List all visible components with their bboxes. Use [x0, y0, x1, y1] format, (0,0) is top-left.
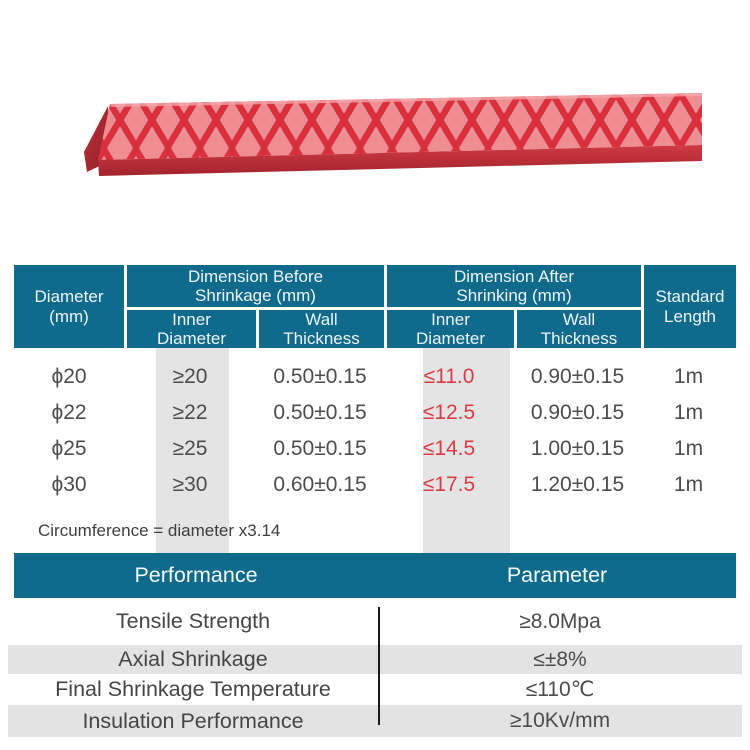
cell-diameter: ϕ20: [51, 365, 87, 388]
col-group-before-shrinkage: Dimension Before Shrinkage (mm): [127, 265, 384, 307]
performance-column-divider: [378, 607, 380, 725]
performance-column-header: Performance: [134, 563, 258, 587]
cell-before-inner: ≥25: [172, 437, 208, 460]
cell-length: 1m: [673, 473, 704, 496]
cell-diameter: ϕ22: [51, 401, 87, 424]
performance-label: Tensile Strength: [115, 609, 271, 633]
inner-diameter-after-column-stripe: [423, 348, 510, 553]
cell-after-wall: 1.20±0.15: [530, 473, 625, 496]
after-inner-label: Inner Diameter: [416, 309, 485, 348]
performance-label: Insulation Performance: [82, 708, 304, 733]
table-row: Axial Shrinkage ≤±8%: [8, 645, 742, 674]
spec-table-header: Diameter (mm) Dimension Before Shrinkage…: [14, 265, 736, 348]
table-row: ϕ25 ≥25 0.50±0.15 ≤14.5 1.00±0.15 1m: [14, 431, 736, 467]
cell-length: 1m: [673, 437, 704, 460]
cell-diameter: ϕ25: [51, 437, 87, 460]
parameter-value: ≤±8%: [533, 647, 587, 671]
col-header-before-wall-thickness: Wall Thickness: [259, 310, 384, 348]
cell-after-wall: 1.00±0.15: [530, 437, 625, 460]
circumference-note: Circumference = diameter x3.14: [38, 521, 281, 540]
cell-length: 1m: [673, 365, 704, 388]
table-row: Final Shrinkage Temperature ≤110℃: [8, 674, 742, 705]
inner-diameter-before-column-stripe: [156, 348, 229, 553]
cell-after-inner: ≤11.0: [423, 365, 475, 388]
col-header-after-inner-diameter: Inner Diameter: [387, 310, 514, 348]
performance-table-body: Tensile Strength ≥8.0Mpa Axial Shrinkage…: [8, 598, 742, 737]
before-inner-label: Inner Diameter: [157, 309, 226, 348]
col-header-diameter: Diameter (mm): [14, 265, 124, 348]
col-header-standard-length-label: Standard Length: [655, 287, 725, 326]
product-photo-heat-shrink-tube: [72, 92, 702, 196]
table-row: ϕ30 ≥30 0.60±0.15 ≤17.5 1.20±0.15 1m: [14, 467, 736, 503]
cell-after-wall: 0.90±0.15: [530, 401, 625, 424]
parameter-value: ≤110℃: [525, 678, 595, 701]
table-row: ϕ20 ≥20 0.50±0.15 ≤11.0 0.90±0.15 1m: [14, 359, 736, 395]
cell-before-wall: 0.50±0.15: [273, 437, 367, 460]
cell-before-inner: ≥20: [172, 365, 208, 388]
col-header-standard-length: Standard Length: [644, 265, 736, 348]
cell-diameter: ϕ30: [51, 473, 87, 496]
cell-length: 1m: [673, 401, 704, 424]
before-wall-label: Wall Thickness: [283, 309, 360, 348]
tube-illustration: [84, 93, 702, 176]
cell-after-inner: ≤17.5: [422, 473, 476, 496]
col-header-before-inner-diameter: Inner Diameter: [127, 310, 256, 348]
table-row: ϕ22 ≥22 0.50±0.15 ≤12.5 0.90±0.15 1m: [14, 395, 736, 431]
after-wall-label: Wall Thickness: [540, 309, 618, 348]
parameter-value: ≥10Kv/mm: [509, 709, 611, 732]
spec-table-body: ϕ20 ≥20 0.50±0.15 ≤11.0 0.90±0.15 1m ϕ22…: [14, 348, 736, 503]
table-row: Tensile Strength ≥8.0Mpa: [8, 598, 742, 645]
cell-after-inner: ≤12.5: [422, 401, 476, 424]
col-group-after-label: Dimension After Shrinking (mm): [454, 266, 574, 305]
cell-before-wall: 0.50±0.15: [273, 401, 367, 424]
performance-label: Axial Shrinkage: [118, 647, 268, 671]
col-header-diameter-label: Diameter (mm): [34, 287, 104, 326]
col-header-after-wall-thickness: Wall Thickness: [517, 310, 641, 348]
parameter-value: ≥8.0Mpa: [519, 609, 601, 633]
cell-before-wall: 0.60±0.15: [273, 473, 367, 496]
col-group-before-label: Dimension Before Shrinkage (mm): [187, 266, 324, 305]
col-group-after-shrinking: Dimension After Shrinking (mm): [387, 265, 641, 307]
cell-after-inner: ≤14.5: [422, 437, 476, 460]
cell-before-wall: 0.50±0.15: [273, 365, 367, 388]
performance-table-header: Performance Parameter: [14, 553, 736, 598]
cell-before-inner: ≥22: [172, 401, 208, 424]
parameter-column-header: Parameter: [506, 563, 608, 587]
table-row: Insulation Performance ≥10Kv/mm: [8, 705, 742, 737]
performance-label: Final Shrinkage Temperature: [55, 677, 331, 701]
cell-after-wall: 0.90±0.15: [530, 365, 625, 388]
cell-before-inner: ≥30: [172, 473, 208, 496]
